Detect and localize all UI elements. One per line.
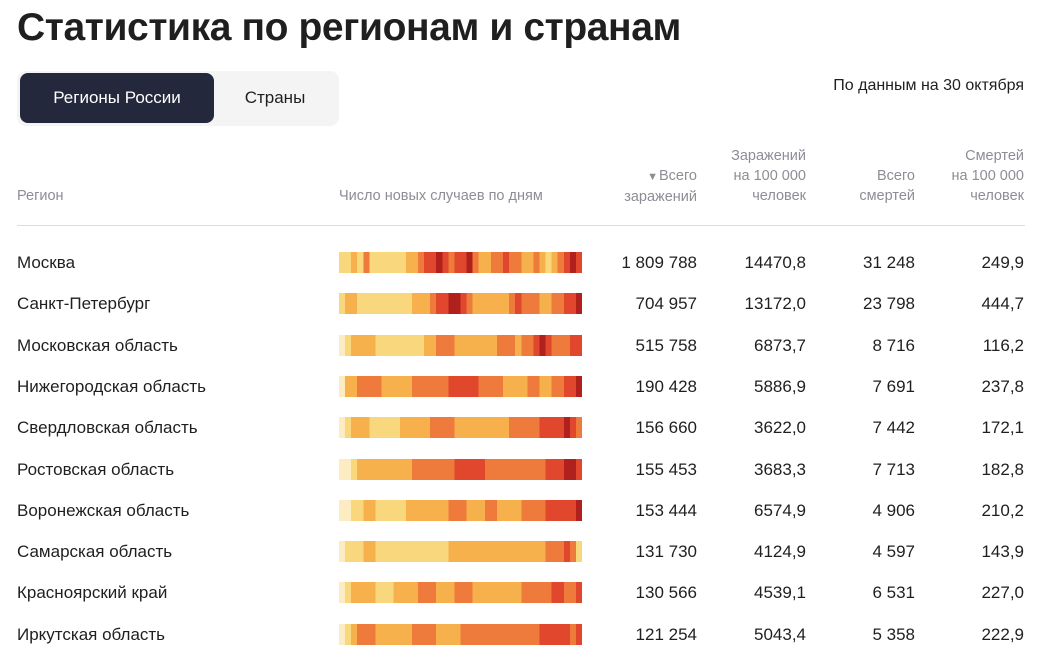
daily-cases-heatmap xyxy=(339,499,582,521)
daily-cases-heatmap xyxy=(339,252,582,273)
total-cases-value: 156 660 xyxy=(635,418,697,438)
total-cases-value: 131 730 xyxy=(635,542,697,562)
table-row[interactable]: Санкт-Петербург 704 957 13172,0 23 798 444,7 xyxy=(0,283,1045,324)
region-name: Свердловская область xyxy=(17,418,198,438)
cases-per-100k-value: 5886,9 xyxy=(754,376,806,396)
column-header-region[interactable]: Регион xyxy=(17,188,64,204)
cases-per-100k-value: 3683,3 xyxy=(754,459,806,479)
header-divider xyxy=(17,225,1025,226)
deaths-per-100k-value: 143,9 xyxy=(981,542,1024,562)
table-row[interactable]: Воронежская область 153 444 6574,9 4 906 210… xyxy=(0,490,1045,531)
column-header-daily: Число новых случаев по дням xyxy=(339,188,543,204)
daily-cases-heatmap xyxy=(339,541,582,563)
cases-per-100k-value: 4124,9 xyxy=(754,542,806,562)
table-row[interactable]: Московская область 515 758 6873,7 8 716 116,… xyxy=(0,325,1045,366)
deaths-per-100k-value: 210,2 xyxy=(981,500,1024,520)
total-cases-value: 155 453 xyxy=(635,459,697,479)
total-deaths-value: 4 906 xyxy=(872,500,915,520)
column-header-total-deaths[interactable]: Всего смертей xyxy=(815,166,915,206)
region-name: Москва xyxy=(17,253,76,272)
column-header-line: заражений xyxy=(624,189,697,205)
region-name: Санкт-Петербург xyxy=(17,294,151,314)
page-title: Статистика по регионам и странам xyxy=(17,6,681,49)
column-header-line: Всего xyxy=(658,168,697,184)
total-cases-value: 1 809 788 xyxy=(621,253,697,272)
total-cases-value: 190 428 xyxy=(635,376,697,396)
total-deaths-value: 31 248 xyxy=(863,253,915,272)
column-header-line: человек xyxy=(970,188,1024,204)
cases-per-100k-value: 3622,0 xyxy=(754,418,806,438)
tab-switcher: Регионы России Страны xyxy=(17,71,339,126)
table-row[interactable]: Нижегородская область 190 428 5886,9 7 691 2… xyxy=(0,366,1045,407)
table-row[interactable]: Ростовская область 155 453 3683,3 7 713 182,… xyxy=(0,449,1045,490)
deaths-per-100k-value: 182,8 xyxy=(981,459,1024,479)
total-deaths-value: 7 442 xyxy=(872,418,915,438)
column-header-total-cases[interactable]: ▼Всего заражений xyxy=(587,166,697,207)
total-deaths-value: 6 531 xyxy=(872,583,915,603)
region-name: Московская область xyxy=(17,335,178,355)
cases-per-100k-value: 6873,7 xyxy=(754,335,806,355)
deaths-per-100k-value: 222,9 xyxy=(981,624,1024,644)
sort-desc-icon: ▼ xyxy=(647,171,658,183)
table-row[interactable]: Красноярский край 130 566 4539,1 6 531 227,0 xyxy=(0,572,1045,613)
table-row[interactable]: Москва 1 809 788 14470,8 31 248 249,9 xyxy=(0,242,1045,283)
total-deaths-value: 7 713 xyxy=(872,459,915,479)
data-date: По данным на 30 октября xyxy=(833,77,1024,94)
region-name: Ростовская область xyxy=(17,459,175,479)
daily-cases-heatmap xyxy=(339,623,582,645)
total-cases-value: 130 566 xyxy=(635,583,697,603)
column-header-cases-per-100k[interactable]: Заражений на 100 000 человек xyxy=(696,146,806,206)
total-deaths-value: 8 716 xyxy=(872,335,915,355)
column-header-line: на 100 000 xyxy=(733,168,806,184)
total-cases-value: 704 957 xyxy=(635,294,697,314)
cases-per-100k-value: 6574,9 xyxy=(754,500,806,520)
cases-per-100k-value: 4539,1 xyxy=(754,583,806,603)
deaths-per-100k-value: 444,7 xyxy=(981,294,1024,314)
column-header-line: Заражений xyxy=(731,148,806,164)
table-row[interactable]: Иркутская область 121 254 5043,4 5 358 222,9 xyxy=(0,614,1045,655)
tab-countries[interactable]: Страны xyxy=(244,88,306,107)
column-header-deaths-per-100k[interactable]: Смертей на 100 000 человек xyxy=(914,146,1024,206)
total-cases-value: 153 444 xyxy=(635,500,697,520)
total-deaths-value: 4 597 xyxy=(872,542,915,562)
daily-cases-heatmap xyxy=(339,417,582,439)
region-name: Нижегородская область xyxy=(17,376,206,396)
deaths-per-100k-value: 237,8 xyxy=(981,376,1024,396)
tab-russia-regions[interactable]: Регионы России xyxy=(20,73,214,123)
region-name: Самарская область xyxy=(17,542,173,562)
table-row[interactable]: Свердловская область 156 660 3622,0 7 442 17… xyxy=(0,407,1045,448)
deaths-per-100k-value: 249,9 xyxy=(981,253,1024,272)
total-cases-value: 515 758 xyxy=(635,335,697,355)
region-name: Воронежская область xyxy=(17,500,190,520)
daily-cases-heatmap xyxy=(339,334,582,356)
cases-per-100k-value: 14470,8 xyxy=(744,253,806,272)
table-row[interactable]: Самарская область 131 730 4124,9 4 597 143,9 xyxy=(0,531,1045,572)
column-header-line: смертей xyxy=(859,188,915,204)
region-name: Красноярский край xyxy=(17,583,168,603)
column-header-line: Смертей xyxy=(965,148,1024,164)
deaths-per-100k-value: 227,0 xyxy=(981,583,1024,603)
total-cases-value: 121 254 xyxy=(635,624,697,644)
total-deaths-value: 5 358 xyxy=(872,624,915,644)
daily-cases-heatmap xyxy=(339,582,582,604)
region-name: Иркутская область xyxy=(17,624,166,644)
daily-cases-heatmap xyxy=(339,458,582,480)
cases-per-100k-value: 13172,0 xyxy=(744,294,806,314)
total-deaths-value: 23 798 xyxy=(863,294,915,314)
daily-cases-heatmap xyxy=(339,375,582,397)
column-header-line: человек xyxy=(752,188,806,204)
daily-cases-heatmap xyxy=(339,293,582,315)
column-header-line: Всего xyxy=(876,168,915,184)
deaths-per-100k-value: 116,2 xyxy=(982,335,1024,355)
column-header-line: на 100 000 xyxy=(951,168,1024,184)
deaths-per-100k-value: 172,1 xyxy=(981,418,1024,438)
cases-per-100k-value: 5043,4 xyxy=(754,624,806,644)
total-deaths-value: 7 691 xyxy=(872,376,915,396)
